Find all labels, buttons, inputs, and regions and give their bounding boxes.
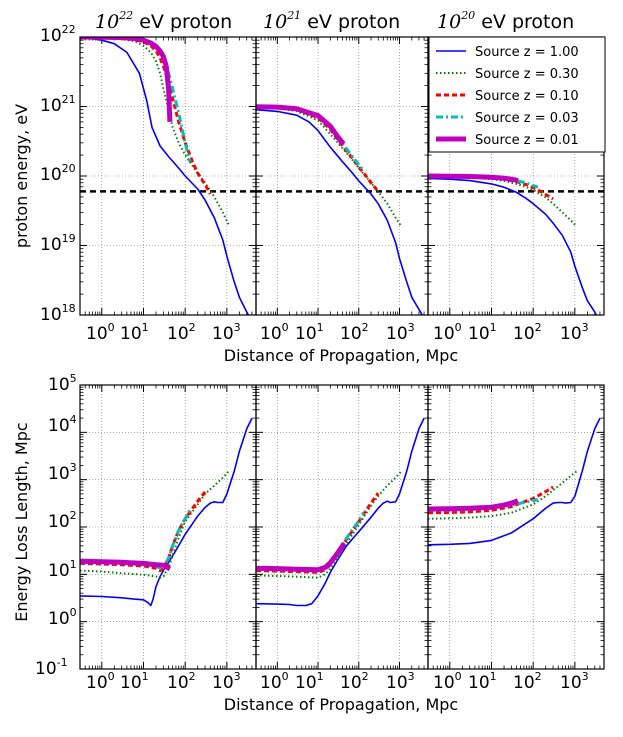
loss-panel-2 — [255, 384, 429, 670]
xtick-top-p3-3: 103 — [560, 321, 589, 344]
legend-label-z030: Source z = 0.30 — [475, 67, 579, 82]
top-xlabel: Distance of Propagation, Mpc — [224, 346, 458, 365]
top-ytick-22: 1022 — [40, 23, 76, 46]
bottom-ytick-4: 104 — [48, 413, 77, 436]
series-line-z010 — [256, 105, 380, 193]
series-line-z001 — [428, 173, 520, 183]
legend: Source z = 1.00 Source z = 0.30 Source z… — [428, 36, 606, 153]
series-line-z030 — [428, 175, 578, 227]
xtick-bottom-p2-2: 102 — [340, 670, 369, 693]
xtick-bottom-p1-0: 100 — [86, 670, 115, 693]
series-group — [80, 37, 250, 315]
bottom-ytick-2: 102 — [48, 509, 77, 532]
top-ytick-20: 1020 — [40, 162, 76, 185]
series-group — [256, 104, 424, 315]
series-group — [428, 173, 598, 315]
series-line-z003 — [80, 509, 192, 570]
legend-label-z003: Source z = 0.03 — [475, 111, 579, 126]
series-line-z003 — [256, 105, 365, 172]
series-line-z010 — [256, 492, 380, 574]
xtick-bottom-p1-2: 102 — [167, 670, 196, 693]
xtick-top-p1-0: 100 — [86, 321, 115, 344]
xtick-bottom-p3-2: 102 — [513, 670, 542, 693]
series-group — [256, 417, 425, 607]
series-line-z100 — [256, 108, 424, 315]
series-line-z010 — [80, 37, 212, 195]
panel-frame — [427, 384, 605, 670]
bottom-ytick-5: 105 — [48, 372, 77, 395]
energy-panel-1 — [79, 36, 257, 316]
bottom-ytick-0: 100 — [48, 606, 77, 629]
xtick-top-p2-1: 101 — [295, 321, 324, 344]
legend-box — [428, 36, 606, 153]
top-ytick-21: 1021 — [40, 93, 76, 116]
bottom-xlabel: Distance of Propagation, Mpc — [224, 695, 458, 714]
xtick-top-p2-0: 100 — [260, 321, 289, 344]
series-line-z001 — [80, 558, 172, 572]
xtick-top-p3-1: 101 — [468, 321, 497, 344]
xtick-bottom-p3-1: 101 — [468, 670, 497, 693]
series-line-z010 — [428, 485, 554, 515]
series-line-z100 — [80, 417, 253, 607]
panel-frame — [255, 384, 429, 670]
series-line-z030 — [256, 470, 402, 579]
series-group — [428, 417, 601, 546]
top-ylabel: proton energy, eV — [12, 104, 31, 248]
xtick-bottom-p1-1: 101 — [120, 670, 149, 693]
xtick-top-p1-3: 103 — [212, 321, 241, 344]
panel-title-3: 1020 eV proton — [437, 9, 574, 33]
xtick-top-p1-2: 102 — [167, 321, 196, 344]
series-line-z030 — [80, 470, 230, 579]
top-ytick-18: 1018 — [40, 302, 76, 325]
series-group — [80, 417, 253, 607]
series-line-z100 — [428, 177, 598, 315]
series-line-z001 — [256, 542, 347, 573]
series-line-z030 — [428, 470, 578, 520]
bottom-ytick-1: 101 — [48, 558, 77, 581]
series-line-z100 — [256, 417, 425, 607]
xtick-bottom-p3-3: 103 — [560, 670, 589, 693]
xtick-bottom-p3-0: 100 — [433, 670, 462, 693]
bottom-ytick-minus1: 10-1 — [35, 656, 68, 679]
series-line-z001 — [80, 37, 173, 122]
xtick-bottom-p2-1: 101 — [295, 670, 324, 693]
legend-label-z010: Source z = 0.10 — [475, 89, 579, 104]
bottom-ylabel: Energy Loss Length, Mpc — [12, 422, 31, 621]
xtick-bottom-p2-0: 100 — [260, 670, 289, 693]
energy-panel-2 — [255, 36, 429, 316]
xtick-bottom-p2-3: 103 — [386, 670, 415, 693]
bottom-ytick-3: 103 — [48, 461, 77, 484]
xtick-top-p2-3: 103 — [386, 321, 415, 344]
legend-label-z100: Source z = 1.00 — [475, 45, 579, 60]
panel-title-2: 1021 eV proton — [263, 9, 400, 33]
loss-panel-1 — [79, 384, 257, 670]
xtick-bottom-p1-3: 103 — [212, 670, 241, 693]
series-line-z001 — [428, 498, 520, 512]
top-ytick-19: 1019 — [40, 232, 76, 255]
series-line-z100 — [80, 37, 250, 315]
series-line-z100 — [428, 417, 601, 546]
xtick-top-p2-2: 102 — [340, 321, 369, 344]
xtick-top-p3-2: 102 — [513, 321, 542, 344]
xtick-top-p1-1: 101 — [120, 321, 149, 344]
loss-panel-3 — [427, 384, 605, 670]
series-line-z001 — [256, 104, 346, 146]
xtick-top-p3-0: 100 — [433, 321, 462, 344]
panel-frame — [255, 36, 429, 316]
panel-title-1: 1022 eV proton — [95, 9, 232, 33]
legend-label-z001: Source z = 0.01 — [475, 133, 579, 148]
